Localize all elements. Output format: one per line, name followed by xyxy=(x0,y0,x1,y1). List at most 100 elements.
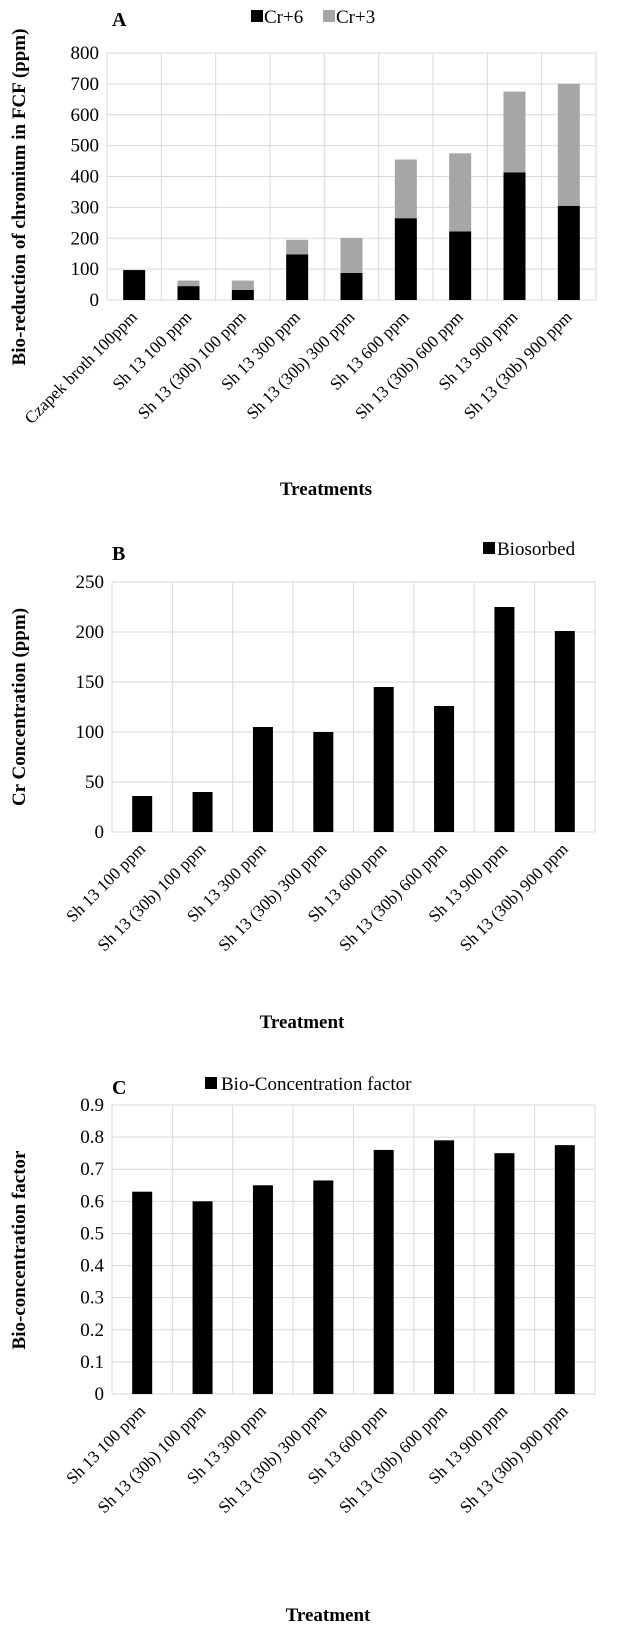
legend-swatch-cr6 xyxy=(251,10,263,22)
y-tick-label: 500 xyxy=(71,136,100,157)
legend-label-cr6: Cr+6 xyxy=(264,7,303,28)
y-tick-label: 0 xyxy=(95,1384,105,1405)
legend-b: Biosorbed xyxy=(483,539,576,560)
x-tick-label: Sh 13 (30b) 100 ppm xyxy=(94,1401,210,1517)
y-axis-title-c: Bio-concentration factor xyxy=(9,1150,30,1349)
bar xyxy=(449,153,472,232)
x-axis-title-c: Treatment xyxy=(286,1605,371,1626)
bar xyxy=(554,631,575,832)
bar xyxy=(286,254,309,300)
bar xyxy=(192,792,213,832)
chart-a: A Cr+6 Cr+3 0 100 200 300 400 500 600 700 800 Cz… xyxy=(9,7,597,500)
legend-c: Bio-Concentration factor xyxy=(205,1074,412,1095)
y-tick-label: 600 xyxy=(71,105,100,126)
bar xyxy=(394,218,417,300)
legend-label-cr3: Cr+3 xyxy=(336,7,375,28)
x-tick-label: Sh 13 (30b) 900 ppm xyxy=(456,1401,572,1517)
y-tick-label: 0.2 xyxy=(80,1320,104,1341)
panel-label-b: B xyxy=(112,543,125,565)
y-axis-title-b: Cr Concentration (ppm) xyxy=(9,608,30,806)
y-tick-label: 0.1 xyxy=(80,1352,104,1373)
y-ticks-b: 0 50 100 150 200 250 xyxy=(76,572,105,843)
bar xyxy=(434,706,455,832)
grid-b xyxy=(111,581,596,833)
bars-b xyxy=(132,607,575,832)
y-tick-label: 0.9 xyxy=(80,1095,104,1116)
legend-a: Cr+6 Cr+3 xyxy=(251,7,375,28)
x-tick-label: Sh 13 (30b) 600 ppm xyxy=(335,1401,451,1517)
y-tick-label: 0.5 xyxy=(80,1223,104,1244)
x-axis-title-a: Treatments xyxy=(280,479,372,500)
x-tick-label: Sh 13 (30b) 900 ppm xyxy=(460,307,576,423)
bar xyxy=(313,1180,334,1394)
y-tick-label: 0.6 xyxy=(80,1191,104,1212)
x-tick-label: Sh 13 (30b) 900 ppm xyxy=(456,839,572,955)
bar xyxy=(554,1145,575,1394)
y-tick-label: 800 xyxy=(71,43,100,64)
bar xyxy=(123,270,146,300)
legend-label-biosorbed: Biosorbed xyxy=(497,539,576,560)
bar xyxy=(373,687,394,832)
y-tick-label: 50 xyxy=(85,772,104,793)
bar xyxy=(177,286,200,300)
x-tick-label: Sh 13 (30b) 600 ppm xyxy=(335,839,451,955)
y-tick-label: 300 xyxy=(71,197,100,218)
legend-label-bcf: Bio-Concentration factor xyxy=(221,1074,412,1095)
grid-c xyxy=(111,1104,596,1395)
bar xyxy=(231,289,254,300)
y-tick-label: 0.3 xyxy=(80,1288,104,1309)
bar xyxy=(192,1201,213,1394)
bar xyxy=(503,172,526,300)
bar xyxy=(373,1149,394,1394)
bar xyxy=(494,1153,515,1394)
bar xyxy=(340,237,363,273)
bar xyxy=(132,796,153,832)
y-tick-label: 0.7 xyxy=(80,1159,104,1180)
bar xyxy=(252,1185,273,1394)
bar xyxy=(503,91,526,173)
y-tick-label: 200 xyxy=(76,622,105,643)
bar xyxy=(340,272,363,300)
y-tick-label: 200 xyxy=(71,228,100,249)
bar xyxy=(449,231,472,300)
bars-c xyxy=(132,1140,575,1394)
chart-b: B Biosorbed 0 50 100 150 200 250 Sh 13 100 pp… xyxy=(9,539,596,1033)
bar xyxy=(231,280,254,290)
y-tick-label: 0 xyxy=(90,290,100,311)
legend-swatch-cr3 xyxy=(323,10,335,22)
grid-a xyxy=(106,52,597,301)
y-tick-label: 250 xyxy=(76,572,105,593)
panel-label-a: A xyxy=(112,9,127,31)
y-axis-title-a: Bio-reduction of chromium in FCF (ppm) xyxy=(9,29,30,366)
bar xyxy=(434,1140,455,1394)
y-tick-label: 150 xyxy=(76,672,105,693)
y-tick-label: 0.4 xyxy=(80,1256,104,1277)
y-tick-label: 100 xyxy=(76,722,105,743)
y-tick-label: 0 xyxy=(95,822,105,843)
y-tick-label: 0.8 xyxy=(80,1127,104,1148)
bar xyxy=(177,280,200,287)
bars-a xyxy=(123,83,580,300)
bar xyxy=(557,205,580,300)
bar xyxy=(286,239,309,255)
y-ticks-a: 0 100 200 300 400 500 600 700 800 xyxy=(71,43,100,311)
bar xyxy=(252,727,273,832)
x-axis-title-b: Treatment xyxy=(260,1012,345,1033)
y-tick-label: 100 xyxy=(71,259,100,280)
y-tick-label: 700 xyxy=(71,74,100,95)
bar xyxy=(494,607,515,832)
bar xyxy=(557,83,580,206)
y-ticks-c: 0 0.1 0.2 0.3 0.4 0.5 0.6 0.7 0.8 0.9 xyxy=(80,1095,104,1405)
panel-label-c: C xyxy=(112,1077,126,1099)
bar xyxy=(132,1191,153,1394)
y-tick-label: 400 xyxy=(71,167,100,188)
chart-c: C Bio-Concentration factor 0 0.1 0.2 0.3 0.4… xyxy=(9,1074,596,1626)
legend-swatch-biosorbed xyxy=(483,542,495,554)
x-tick-label: Sh 13 (30b) 100 ppm xyxy=(94,839,210,955)
x-tick-label: Sh 13 (30b) 300 ppm xyxy=(215,1401,331,1517)
x-tick-label: Sh 13 (30b) 300 ppm xyxy=(215,839,331,955)
